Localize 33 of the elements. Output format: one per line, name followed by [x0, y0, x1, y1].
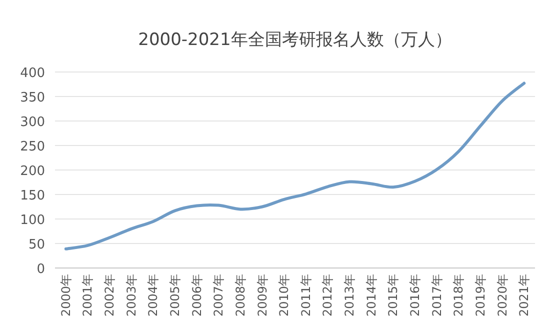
x-tick-label: 2017年 — [430, 274, 444, 317]
x-tick-label: 2004年 — [146, 274, 160, 317]
y-tick-label: 250 — [20, 140, 45, 154]
y-tick-label: 350 — [20, 90, 45, 106]
x-tick-label: 2013年 — [342, 274, 357, 317]
chart-title: 2000-2021年全国考研报名人数（万人） — [138, 30, 452, 50]
x-tick-label: 2010年 — [277, 274, 292, 317]
y-tick-label: 150 — [20, 188, 45, 204]
x-tick-label: 2014年 — [364, 274, 378, 317]
x-tick-label: 2006年 — [190, 274, 204, 317]
x-tick-label: 2008年 — [233, 274, 248, 317]
x-tick-label: 2019年 — [473, 274, 488, 317]
x-tick-label: 2012年 — [320, 274, 335, 317]
y-tick-label: 300 — [20, 115, 45, 130]
x-tick-label: 2015年 — [386, 274, 400, 317]
x-tick-label: 2009年 — [255, 274, 270, 317]
x-tick-label: 2000年 — [58, 274, 73, 317]
y-tick-label: 0 — [36, 262, 45, 277]
x-tick-label: 2002年 — [102, 274, 117, 317]
y-tick-label: 200 — [20, 164, 45, 179]
x-tick-label: 2005年 — [168, 274, 182, 317]
x-tick-label: 2020年 — [495, 274, 510, 317]
x-tick-label: 2021年 — [517, 274, 532, 317]
x-tick-label: 2001年 — [80, 274, 95, 317]
y-tick-label: 100 — [20, 213, 45, 228]
line-series — [64, 82, 526, 250]
x-tick-label: 2003年 — [124, 274, 138, 317]
y-tick-label: 50 — [28, 238, 45, 252]
x-tick-label: 2018年 — [452, 274, 466, 317]
x-tick-label: 2016年 — [408, 274, 422, 317]
x-tick-label: 2011年 — [298, 274, 313, 317]
x-tick-label: 2007年 — [212, 274, 226, 317]
y-tick-label: 400 — [20, 66, 45, 81]
